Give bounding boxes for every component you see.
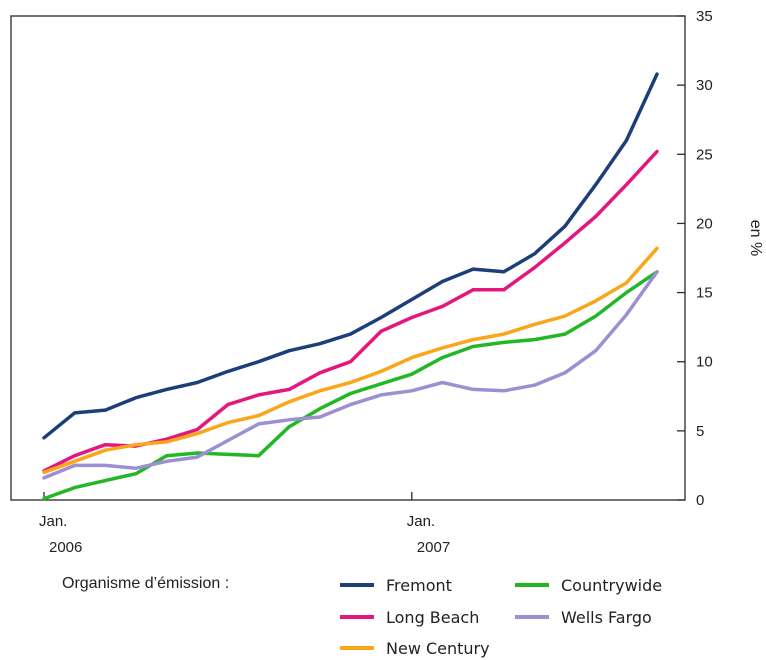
legend-label: Wells Fargo bbox=[561, 607, 652, 627]
legend-title: Organisme d’émission : bbox=[62, 575, 230, 592]
line-chart: 0 5 10 15 20 25 30 35 Jan. 2006 Jan. 2007 en % bbox=[10, 8, 764, 556]
legend-swatch bbox=[515, 615, 549, 619]
legend-label: Long Beach bbox=[386, 607, 480, 627]
legend-item: Long Beach bbox=[340, 605, 479, 629]
legend-item: Wells Fargo bbox=[515, 605, 652, 629]
x-tick-label-year: 2006 bbox=[49, 539, 82, 556]
legend-swatch bbox=[340, 646, 374, 650]
y-tick-label: 10 bbox=[696, 354, 713, 371]
x-tick-label-month: Jan. bbox=[39, 513, 67, 530]
x-tick-label-month: Jan. bbox=[407, 513, 435, 530]
series-line-countrywide bbox=[42, 270, 659, 501]
series-line-fremont bbox=[42, 72, 659, 440]
legend-label: Fremont bbox=[386, 575, 452, 595]
legend-swatch bbox=[340, 583, 374, 587]
legend-item: Fremont bbox=[340, 573, 452, 597]
y-tick-label: 30 bbox=[696, 77, 713, 94]
legend-label: Countrywide bbox=[561, 575, 663, 595]
legend-item: New Century bbox=[340, 636, 490, 660]
legend-label: New Century bbox=[386, 638, 490, 658]
y-tick-label: 35 bbox=[696, 8, 713, 25]
legend-item: Countrywide bbox=[515, 573, 662, 597]
legend-swatch bbox=[340, 615, 374, 619]
x-axis: Jan. 2006 Jan. 2007 bbox=[39, 492, 450, 556]
y-tick-label: 25 bbox=[696, 146, 713, 163]
plot-frame bbox=[10, 15, 686, 501]
y-tick-label: 15 bbox=[696, 285, 713, 302]
x-tick-label-year: 2007 bbox=[417, 539, 450, 556]
y-tick-label: 20 bbox=[696, 215, 713, 232]
y-tick-label: 5 bbox=[696, 423, 704, 440]
y-tick-label: 0 bbox=[696, 492, 704, 509]
y-axis-label: en % bbox=[747, 220, 764, 256]
series-line-wells-fargo bbox=[42, 270, 659, 480]
series-line-long-beach bbox=[42, 149, 659, 473]
y-axis: 0 5 10 15 20 25 30 35 bbox=[677, 8, 713, 509]
legend-swatch bbox=[515, 583, 549, 587]
series-line-new-century bbox=[42, 246, 659, 475]
series-lines bbox=[42, 72, 659, 501]
